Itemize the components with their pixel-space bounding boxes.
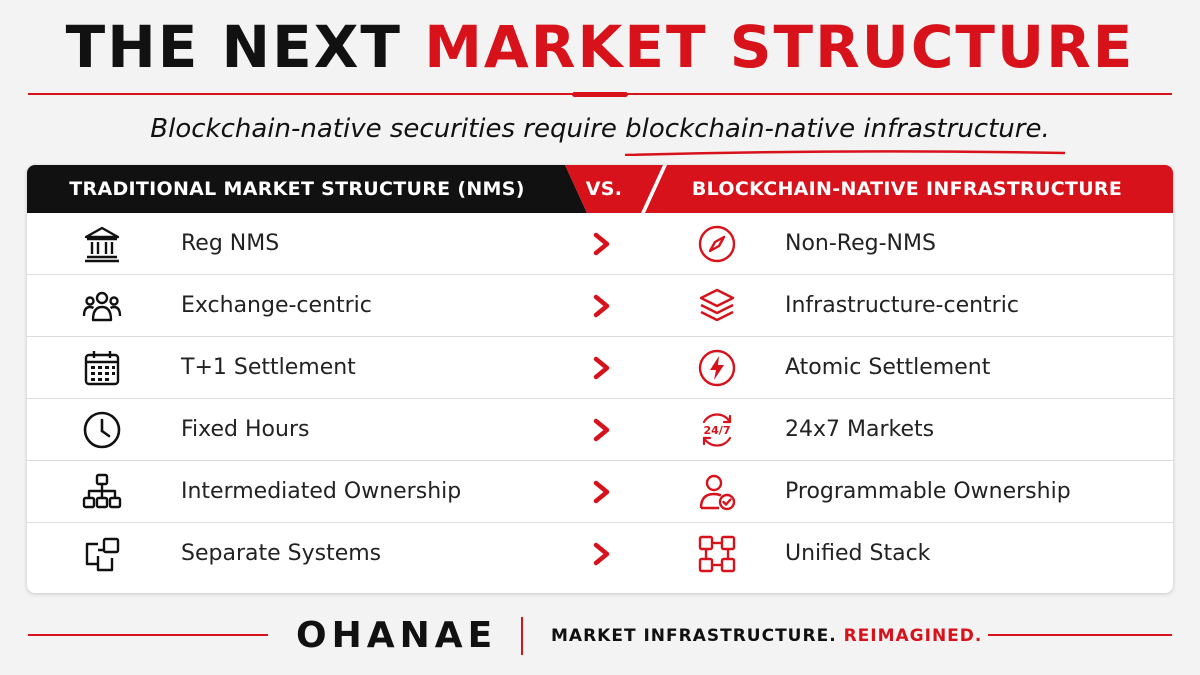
- right-item-label: 24x7 Markets: [785, 417, 935, 442]
- table-row: Separate Systems Unified Stack: [27, 523, 1173, 585]
- user-check-icon: [699, 474, 736, 511]
- left-item-label: Intermediated Ownership: [181, 479, 462, 504]
- title-part-red: MARKET STRUCTURE: [424, 13, 1135, 81]
- page-title: THE NEXT MARKET STRUCTURE: [0, 12, 1200, 82]
- table-rows: Reg NMS Non-Reg-NMS Exchange-centric: [27, 213, 1173, 585]
- layers-stack-icon: [699, 288, 735, 322]
- right-item-label: Atomic Settlement: [785, 355, 991, 380]
- vs-label: VS.: [585, 178, 623, 200]
- clock-icon: [83, 411, 121, 449]
- right-item-label: Non-Reg-NMS: [785, 231, 936, 256]
- people-group-icon: [82, 291, 122, 322]
- right-item-label: Unified Stack: [785, 541, 931, 566]
- subtitle-part-1: Blockchain-native securities require: [150, 114, 626, 144]
- brand-logo: OHANAE: [296, 615, 498, 656]
- compass-icon: [698, 225, 736, 263]
- chevron-right-icon: [593, 294, 610, 318]
- tagline-part-2: REIMAGINED.: [843, 626, 983, 646]
- left-item-label: Separate Systems: [181, 541, 382, 566]
- org-chart-icon: [82, 473, 122, 509]
- left-item-label: T+1 Settlement: [181, 355, 356, 380]
- subtitle-underline-stroke: [625, 150, 1066, 156]
- title-part-black: THE NEXT: [65, 13, 402, 81]
- left-item-label: Fixed Hours: [181, 417, 310, 442]
- separate-boxes-icon: [85, 537, 120, 572]
- chevron-right-icon: [593, 542, 610, 566]
- right-item-label: Infrastructure-centric: [785, 293, 1019, 318]
- left-item-label: Exchange-centric: [181, 293, 372, 318]
- 24-7-cycle-icon: 24/7: [702, 413, 732, 447]
- footer-divider: [521, 617, 523, 655]
- header-band-shape: [27, 165, 1173, 213]
- chevron-right-icon: [593, 232, 610, 256]
- 24-7-badge-text: 24/7: [704, 424, 731, 437]
- lightning-bolt-icon: [698, 349, 736, 387]
- footer-rule-left: [28, 634, 268, 636]
- footer-tagline: MARKET INFRASTRUCTURE. REIMAGINED.: [551, 624, 982, 648]
- right-column-header: BLOCKCHAIN-NATIVE INFRASTRUCTURE: [691, 178, 1123, 200]
- right-item-label: Programmable Ownership: [785, 479, 1071, 504]
- chevron-right-icon: [593, 418, 610, 442]
- table-row: Intermediated Ownership Programmable Own…: [27, 461, 1173, 523]
- table-header: TRADITIONAL MARKET STRUCTURE (NMS) VS. B…: [27, 165, 1173, 213]
- footer-rule-right: [988, 634, 1172, 636]
- chevron-right-icon: [593, 356, 610, 380]
- calendar-icon: [84, 351, 120, 386]
- table-row: T+1 Settlement Atomic Settlement: [27, 337, 1173, 399]
- subtitle-emphasis: blockchain-native infrastructure.: [625, 110, 1066, 156]
- left-column-header: TRADITIONAL MARKET STRUCTURE (NMS): [69, 178, 525, 200]
- subtitle-part-2: blockchain-native infrastructure.: [625, 114, 1050, 144]
- comparison-table: TRADITIONAL MARKET STRUCTURE (NMS) VS. B…: [27, 165, 1173, 593]
- bank-building-icon: [84, 226, 120, 263]
- unified-blocks-icon: [698, 535, 736, 573]
- tagline-part-1: MARKET INFRASTRUCTURE.: [551, 626, 844, 646]
- table-row: Reg NMS Non-Reg-NMS: [27, 213, 1173, 275]
- table-row: Exchange-centric Infrastructure-centric: [27, 275, 1173, 337]
- table-row: Fixed Hours 24/7 24x7 Markets: [27, 399, 1173, 461]
- subtitle: Blockchain-native securities require blo…: [0, 110, 1200, 156]
- left-item-label: Reg NMS: [181, 231, 280, 256]
- chevron-right-icon: [593, 480, 610, 504]
- title-divider-accent: [572, 92, 628, 97]
